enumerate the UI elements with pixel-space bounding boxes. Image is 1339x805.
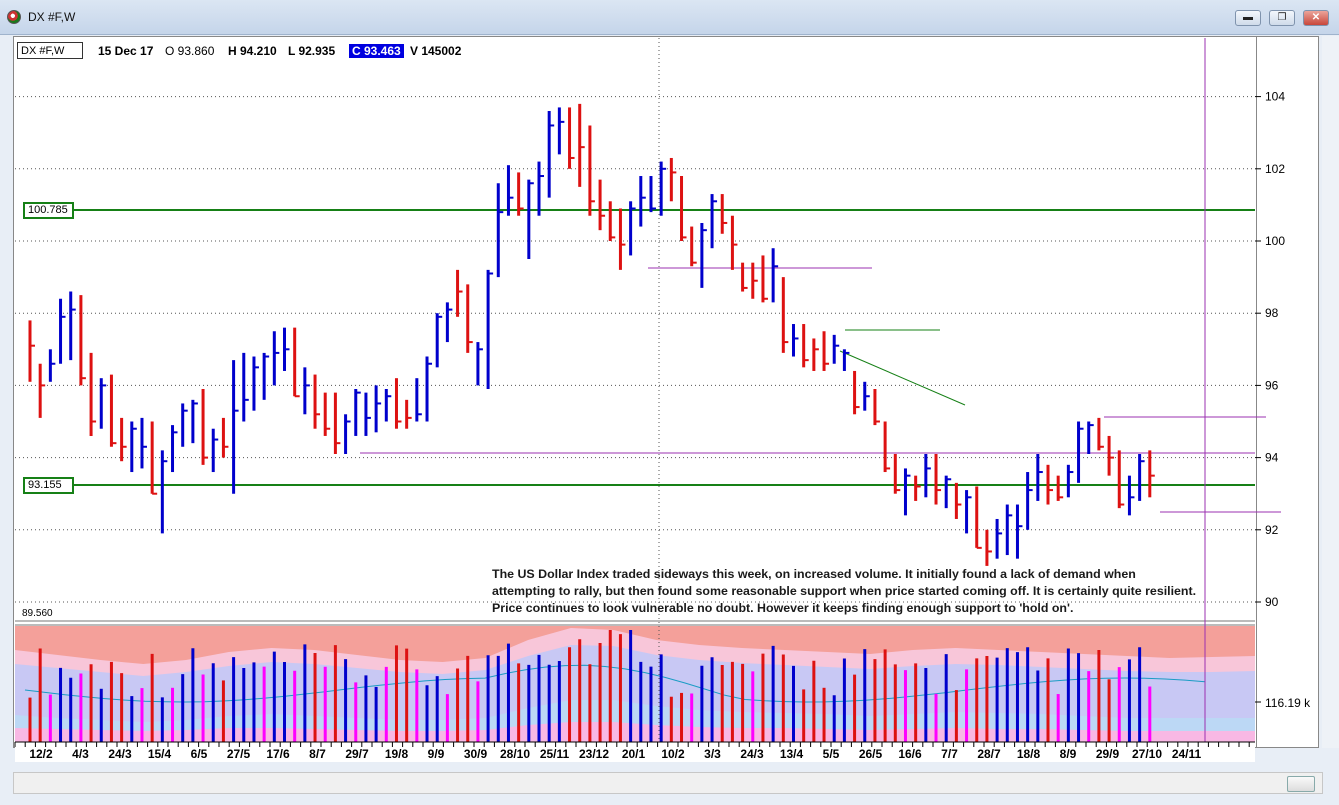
date-tick-label: 29/9 bbox=[1096, 747, 1120, 761]
volume-value: V 145002 bbox=[410, 44, 462, 58]
app-icon bbox=[7, 10, 21, 24]
scrollbar-thumb[interactable] bbox=[1287, 776, 1315, 792]
price-tick-label: 102 bbox=[1265, 162, 1285, 176]
right-margin bbox=[1322, 36, 1339, 748]
date-tick-label: 26/5 bbox=[859, 747, 883, 761]
date-tick-label: 15/4 bbox=[148, 747, 172, 761]
date-tick-label: 4/3 bbox=[72, 747, 89, 761]
window-title: DX #F,W bbox=[28, 10, 76, 24]
date-tick-label: 27/5 bbox=[227, 747, 251, 761]
date-tick-label: 19/8 bbox=[385, 747, 409, 761]
price-tick-label: 104 bbox=[1265, 90, 1285, 104]
date-axis-bg bbox=[15, 742, 1255, 762]
date-tick-label: 9/9 bbox=[428, 747, 445, 761]
date-tick-label: 8/9 bbox=[1060, 747, 1077, 761]
date-tick-label: 17/6 bbox=[266, 747, 290, 761]
date-tick-label: 24/3 bbox=[740, 747, 764, 761]
price-tick-label: 90 bbox=[1265, 595, 1279, 609]
date-tick-label: 24/11 bbox=[1172, 747, 1202, 761]
window-titlebar: DX #F,W ▬ ❐ ✕ bbox=[0, 0, 1339, 35]
volume-axis-label: 116.19 k bbox=[1265, 696, 1311, 710]
open-value: O 93.860 bbox=[165, 44, 215, 58]
date-tick-label: 18/8 bbox=[1017, 747, 1041, 761]
date-tick-label: 24/3 bbox=[108, 747, 132, 761]
close-button[interactable]: ✕ bbox=[1303, 10, 1329, 26]
horizontal-scrollbar[interactable] bbox=[13, 772, 1323, 794]
price-tick-label: 96 bbox=[1265, 378, 1279, 392]
price-axis-panel bbox=[1257, 36, 1319, 748]
date-tick-label: 5/5 bbox=[823, 747, 840, 761]
maximize-button[interactable]: ❐ bbox=[1269, 10, 1295, 26]
volume-bars bbox=[28, 630, 1152, 742]
date-tick-label: 10/2 bbox=[661, 747, 685, 761]
price-tick-label: 98 bbox=[1265, 306, 1279, 320]
date-tick-label: 20/1 bbox=[622, 747, 646, 761]
minimize-button[interactable]: ▬ bbox=[1235, 10, 1261, 26]
price-tick-label: 94 bbox=[1265, 451, 1279, 465]
date-tick-label: 12/2 bbox=[29, 747, 53, 761]
price-tick-label: 100 bbox=[1265, 234, 1285, 248]
commentary-text: The US Dollar Index traded sideways this… bbox=[492, 567, 1197, 615]
trend-line bbox=[839, 350, 966, 406]
support-level-label[interactable]: 93.155 bbox=[23, 477, 74, 494]
high-value: H 94.210 bbox=[228, 44, 277, 58]
price-tick-label: 92 bbox=[1265, 523, 1279, 537]
date-tick-label: 28/10 bbox=[500, 747, 530, 761]
date-tick-label: 25/11 bbox=[540, 747, 570, 761]
price-bars bbox=[28, 103, 1155, 566]
date-tick-label: 27/10 bbox=[1132, 747, 1162, 761]
date-tick-label: 7/7 bbox=[941, 747, 958, 761]
date-tick-label: 16/6 bbox=[898, 747, 922, 761]
date-tick-label: 13/4 bbox=[780, 747, 804, 761]
date-tick-label: 6/5 bbox=[191, 747, 208, 761]
date-tick-label: 28/7 bbox=[977, 747, 1001, 761]
low-value: L 92.935 bbox=[288, 44, 336, 58]
date-tick-label: 23/12 bbox=[579, 747, 609, 761]
close-value: C 93.463 bbox=[349, 44, 404, 58]
date-tick-label: 29/7 bbox=[345, 747, 369, 761]
bar-date: 15 Dec 17 bbox=[98, 44, 154, 58]
symbol-field[interactable]: DX #F,W bbox=[17, 42, 83, 59]
min-price-label: 89.560 bbox=[22, 608, 53, 619]
resistance-level-label[interactable]: 100.785 bbox=[23, 202, 74, 219]
date-tick-label: 8/7 bbox=[309, 747, 326, 761]
date-tick-label: 3/3 bbox=[704, 747, 721, 761]
date-tick-label: 30/9 bbox=[464, 747, 488, 761]
